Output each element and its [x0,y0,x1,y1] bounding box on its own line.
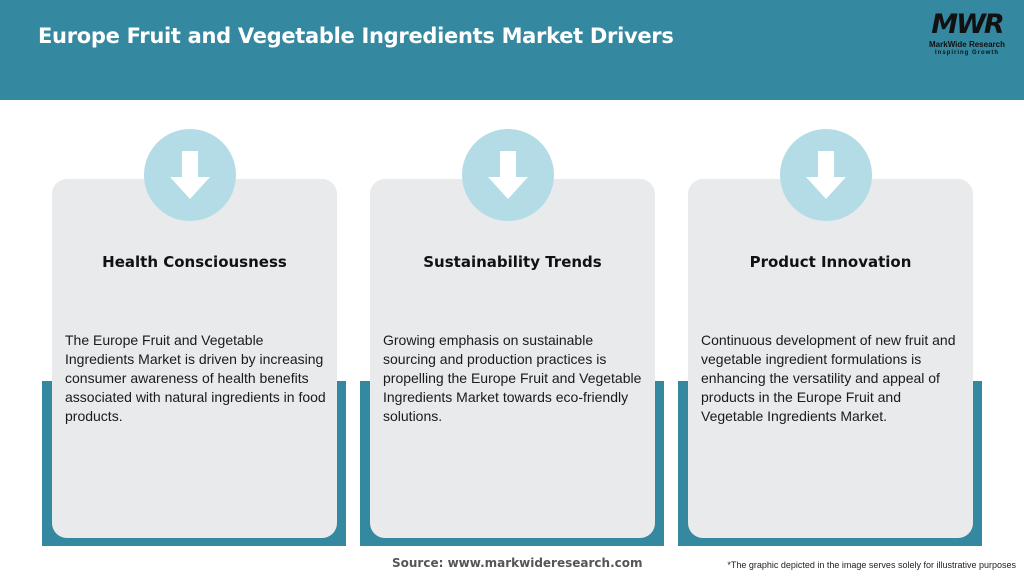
card-text: Growing emphasis on sustainable sourcing… [383,332,642,424]
arrow-down-icon [170,151,210,199]
icon-circle [144,129,236,221]
driver-card: Sustainability Trends Growing emphasis o… [370,179,655,538]
card-text: The Europe Fruit and Vegetable Ingredien… [65,332,326,424]
card-title: Sustainability Trends [423,253,602,271]
card-text: Continuous development of new fruit and … [701,332,956,424]
source-text: Source: www.markwideresearch.com [392,556,643,570]
disclaimer-note: *The graphic depicted in the image serve… [727,560,1016,570]
logo: MWR MarkWide Research Inspiring Growth [922,10,1012,57]
driver-card: Health Consciousness The Europe Fruit an… [52,179,337,538]
driver-card: Product Innovation Continuous developmen… [688,179,973,538]
logo-name: MarkWide Research [929,40,1005,49]
icon-circle [462,129,554,221]
arrow-down-icon [488,151,528,199]
header-banner: Europe Fruit and Vegetable Ingredients M… [0,0,1024,100]
arrow-down-icon [806,151,846,199]
logo-tagline: Inspiring Growth [935,50,999,56]
page-title: Europe Fruit and Vegetable Ingredients M… [38,24,674,48]
card-title: Product Innovation [749,253,912,271]
card-title: Health Consciousness [102,253,287,271]
logo-mark: MWR [931,9,1004,40]
icon-circle [780,129,872,221]
